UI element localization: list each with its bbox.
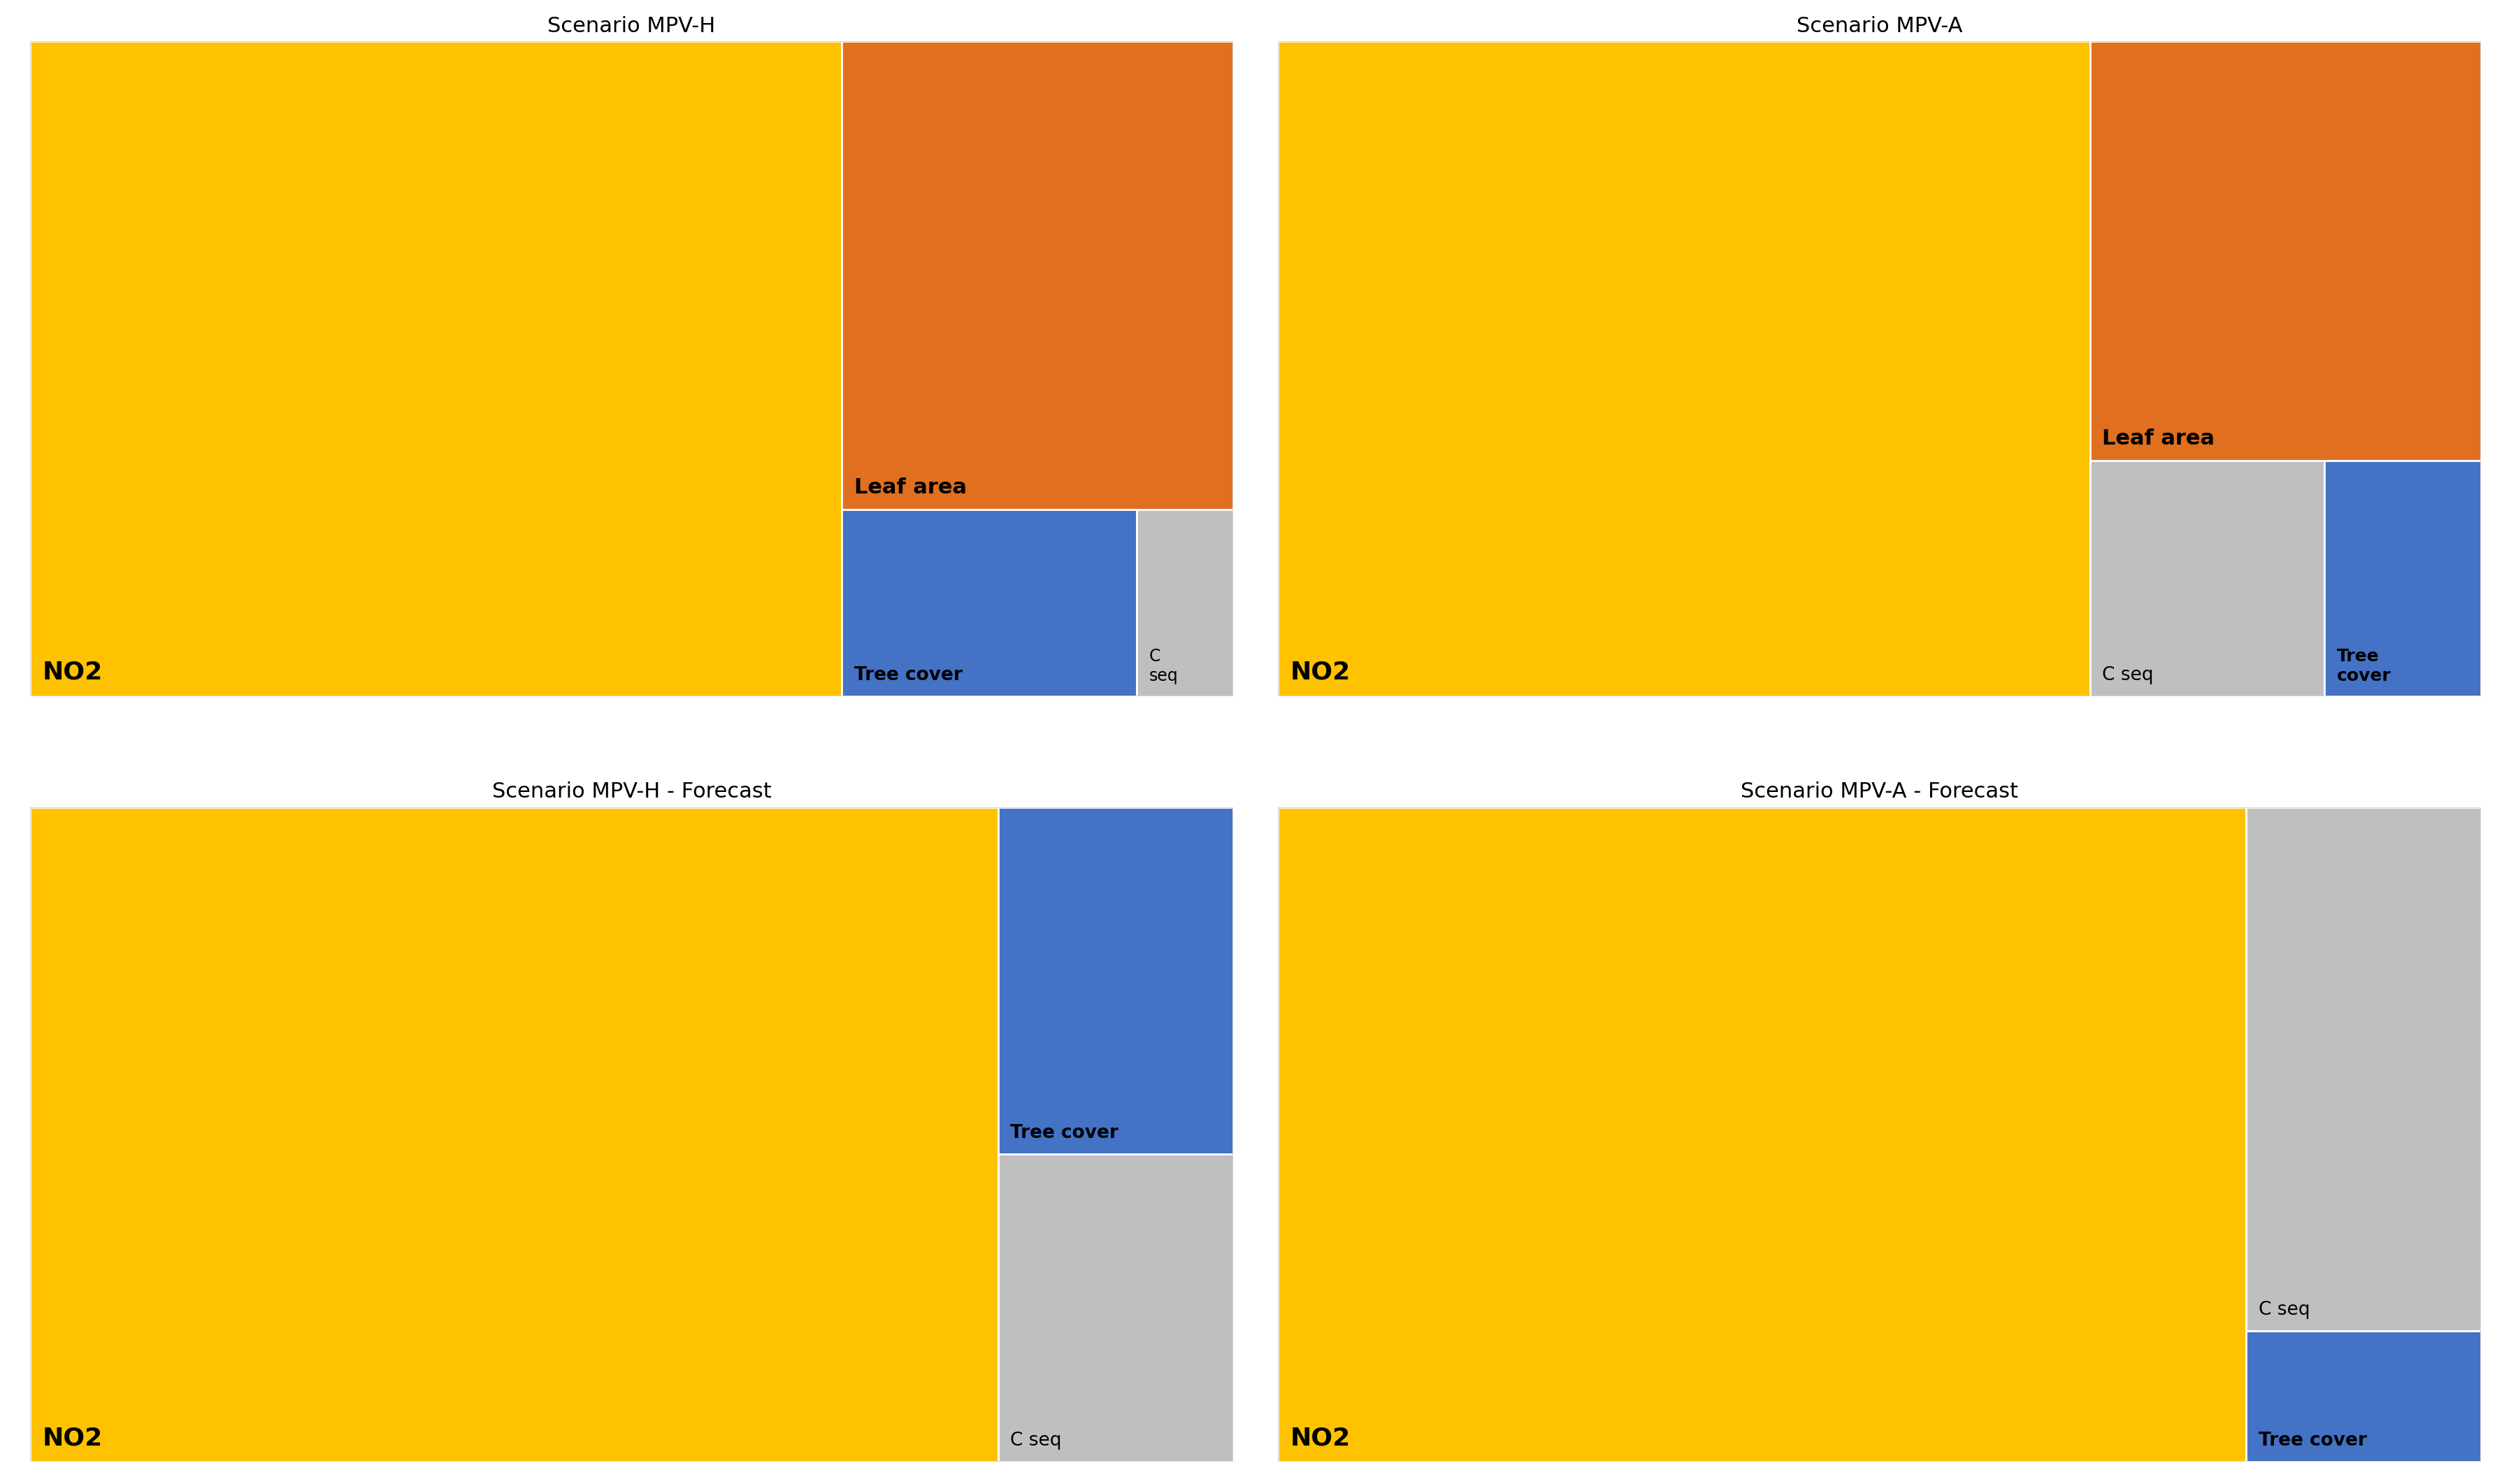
Text: NO2: NO2 [1291,1426,1351,1450]
Bar [1278,42,2089,696]
Title: Scenario MPV-H: Scenario MPV-H [547,16,716,36]
Title: Scenario MPV-H - Forecast: Scenario MPV-H - Forecast [492,782,771,801]
Text: C seq: C seq [2257,1301,2310,1319]
Bar [2325,460,2481,696]
Bar [999,1155,1233,1462]
Text: NO2: NO2 [43,660,103,684]
Text: NO2: NO2 [1291,660,1351,684]
Bar [2089,460,2325,696]
Title: Scenario MPV-A: Scenario MPV-A [1795,16,1964,36]
Bar [1278,807,2247,1462]
Text: Tree
cover: Tree cover [2338,649,2390,684]
Bar [30,42,841,696]
Text: Tree cover: Tree cover [2257,1432,2368,1450]
Text: C seq: C seq [1009,1432,1062,1450]
Bar [841,509,1137,696]
Text: C seq: C seq [2102,666,2154,684]
Bar [1137,509,1233,696]
Text: Tree cover: Tree cover [854,666,962,684]
Bar [2247,807,2481,1331]
Bar [2247,1331,2481,1462]
Bar [841,42,1233,509]
Text: Tree cover: Tree cover [1009,1125,1120,1143]
Bar [30,807,999,1462]
Bar [2089,42,2481,460]
Text: NO2: NO2 [43,1426,103,1450]
Text: Leaf area: Leaf area [2102,429,2215,448]
Text: Leaf area: Leaf area [854,478,967,497]
Title: Scenario MPV-A - Forecast: Scenario MPV-A - Forecast [1740,782,2019,801]
Bar [999,807,1233,1155]
Text: C
seq: C seq [1148,649,1178,684]
